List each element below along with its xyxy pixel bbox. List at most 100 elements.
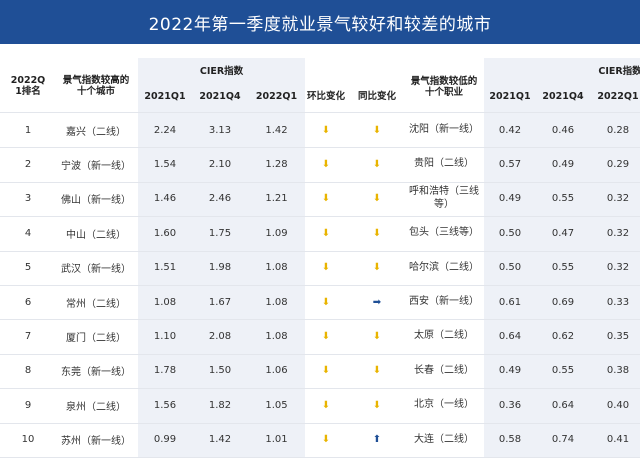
row-separator	[0, 319, 640, 321]
rank-cell: 8	[24, 365, 32, 377]
bottom-q4-2021-cell: 0.47	[551, 227, 575, 239]
bottom-q1-2022-cell: 0.38	[606, 365, 630, 377]
top-q4-2021-cell: 1.50	[208, 365, 232, 377]
bottom-city-cell: 大连（二线）	[414, 433, 474, 445]
arrow-down-icon	[322, 365, 330, 376]
rank-cell: 7	[24, 331, 32, 343]
top-q4-2021-cell: 1.42	[208, 434, 232, 446]
arrow-down-icon	[322, 297, 330, 308]
top-city-cell: 泉州（二线）	[66, 401, 126, 413]
top-q1-2021-cell: 1.08	[153, 296, 177, 308]
bottom-q1-2022-cell: 0.32	[606, 193, 630, 205]
bottom-q1-2021-cell: 0.50	[498, 227, 522, 239]
arrow-down-icon	[322, 262, 330, 273]
bottom-q1-2021-cell: 0.42	[498, 124, 522, 136]
bottom-city-cell: 呼和浩特（三线 等）	[409, 186, 479, 210]
bottom-q1-2021-cell: 0.49	[498, 193, 522, 205]
header-cier-left: CIER指数	[199, 66, 244, 78]
arrow-down-icon	[373, 228, 381, 239]
bottom-q1-2022-cell: 0.32	[606, 262, 630, 274]
bottom-q4-2021-cell: 0.55	[551, 193, 575, 205]
bottom-q1-2022-cell: 0.29	[606, 159, 630, 171]
top-q1-2021-cell: 1.10	[153, 331, 177, 343]
top-city-cell: 宁波（新一线）	[61, 161, 131, 173]
bottom-q4-2021-cell: 0.55	[551, 262, 575, 274]
row-separator	[0, 388, 640, 390]
row-separator	[0, 216, 640, 218]
header-q1-2021-right: 2021Q1	[489, 91, 531, 103]
top-q1-2021-cell: 1.78	[153, 365, 177, 377]
top-q1-2022-cell: 1.21	[265, 193, 288, 205]
top-city-cell: 东莞（新一线）	[61, 367, 131, 379]
qoq-arrow	[305, 147, 347, 181]
bottom-q4-2021-cell: 0.69	[551, 296, 575, 308]
bottom-q1-2021-cell: 0.49	[498, 365, 522, 377]
header-bottom-cities: 景气指数较低的 十个职业	[410, 75, 478, 98]
arrow-down-icon	[322, 125, 330, 136]
arrow-down-icon	[373, 365, 381, 376]
bottom-q1-2022-cell: 0.40	[606, 399, 630, 411]
bottom-city-cell: 太原（二线）	[414, 330, 474, 342]
arrow-down-icon	[322, 331, 330, 342]
top-q4-2021-cell: 1.82	[208, 399, 232, 411]
yoy-arrow	[351, 285, 403, 319]
bottom-q4-2021-cell: 0.64	[551, 399, 575, 411]
bottom-q1-2022-cell: 0.33	[606, 296, 630, 308]
header-rank: 2022Q 1排名	[10, 74, 46, 97]
header-top-cities: 景气指数较高的 十个城市	[62, 74, 130, 97]
qoq-arrow	[305, 319, 347, 353]
bottom-city-cell: 包头（三线等）	[409, 227, 479, 239]
top-q1-2022-cell: 1.06	[265, 365, 288, 377]
arrow-down-icon	[373, 262, 381, 273]
top-q1-2022-cell: 1.42	[265, 124, 288, 136]
bottom-q1-2021-cell: 0.64	[498, 331, 522, 343]
top-q4-2021-cell: 2.08	[208, 331, 232, 343]
rank-cell: 5	[24, 262, 32, 274]
top-q1-2021-cell: 1.46	[153, 193, 177, 205]
header-yoy: 同比变化	[357, 91, 396, 103]
bottom-q1-2021-cell: 0.58	[498, 434, 522, 446]
header-separator	[0, 112, 640, 113]
yoy-arrow	[351, 354, 403, 388]
bottom-q1-2022-cell: 0.28	[606, 124, 630, 136]
yoy-arrow	[351, 182, 403, 216]
arrow-down-icon	[322, 434, 330, 445]
top-q4-2021-cell: 1.75	[208, 227, 232, 239]
top-city-cell: 嘉兴（二线）	[66, 126, 126, 138]
arrow-down-icon	[373, 159, 381, 170]
arrow-down-icon	[322, 228, 330, 239]
bottom-city-cell: 哈尔滨（二线）	[409, 261, 479, 273]
top-q4-2021-cell: 3.13	[208, 124, 232, 136]
row-separator	[0, 422, 640, 424]
arrow-down-icon	[322, 193, 330, 204]
bottom-city-cell: 长春（二线）	[414, 364, 474, 376]
qoq-arrow	[305, 251, 347, 285]
arrow-down-icon	[373, 400, 381, 411]
arrow-down-icon	[322, 159, 330, 170]
yoy-arrow	[351, 113, 403, 147]
qoq-arrow	[305, 285, 347, 319]
top-city-cell: 中山（二线）	[66, 229, 126, 241]
qoq-arrow	[305, 182, 347, 216]
band-bottom-cities-values	[484, 58, 640, 457]
top-q4-2021-cell: 1.67	[208, 296, 232, 308]
bottom-q1-2021-cell: 0.50	[498, 262, 522, 274]
top-q4-2021-cell: 1.98	[208, 262, 232, 274]
top-city-cell: 厦门（二线）	[66, 333, 126, 345]
arrow-right-icon	[373, 297, 381, 308]
bottom-q1-2022-cell: 0.32	[606, 227, 630, 239]
yoy-arrow	[351, 319, 403, 353]
row-separator	[0, 353, 640, 355]
top-q1-2021-cell: 1.54	[153, 159, 177, 171]
bottom-q1-2022-cell: 0.41	[606, 434, 630, 446]
bottom-q4-2021-cell: 0.46	[551, 124, 575, 136]
qoq-arrow	[305, 216, 347, 250]
top-q1-2022-cell: 1.05	[265, 399, 288, 411]
bottom-q1-2021-cell: 0.61	[498, 296, 522, 308]
top-city-cell: 常州（二线）	[66, 298, 126, 310]
header-q1-2021: 2021Q1	[144, 91, 186, 103]
bottom-q1-2022-cell: 0.35	[606, 331, 630, 343]
top-q1-2021-cell: 0.99	[153, 434, 177, 446]
yoy-arrow	[351, 251, 403, 285]
